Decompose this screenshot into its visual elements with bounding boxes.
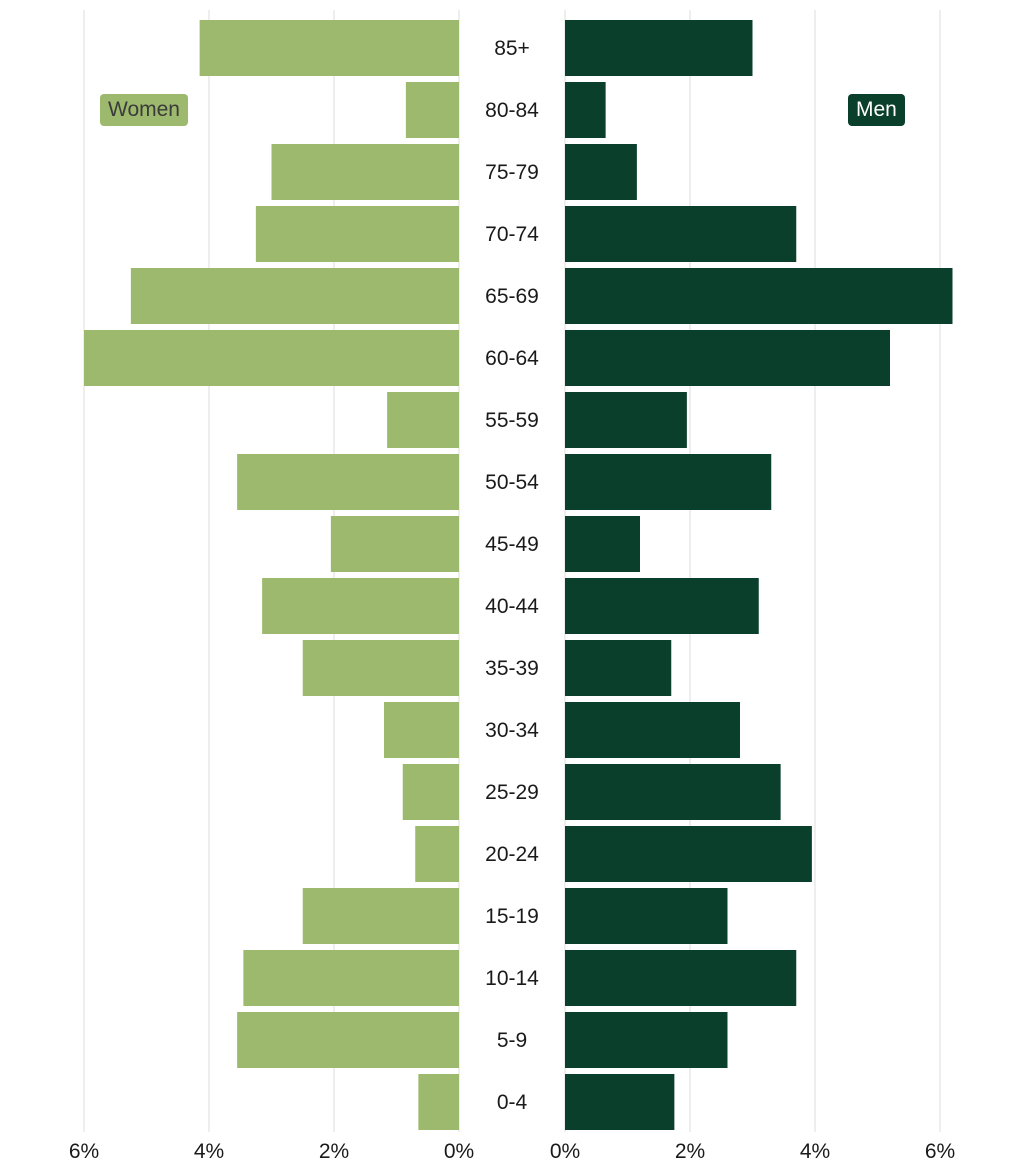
bar-men-45-49 — [565, 516, 640, 572]
x-tick-label-left: 0% — [444, 1140, 474, 1163]
category-label: 0-4 — [497, 1091, 528, 1114]
bar-women-40-44 — [262, 578, 459, 634]
category-label: 30-34 — [485, 719, 539, 742]
bar-women-70-74 — [255, 206, 459, 262]
bar-men-30-34 — [565, 702, 740, 758]
bar-women-80-84 — [405, 82, 459, 138]
bar-men-15-19 — [565, 888, 728, 944]
bar-women-85+ — [199, 20, 459, 76]
bar-women-20-24 — [415, 826, 459, 882]
category-label: 5-9 — [497, 1029, 527, 1052]
bar-men-10-14 — [565, 950, 797, 1006]
bar-women-50-54 — [237, 454, 459, 510]
legend-women: Women — [100, 94, 188, 126]
category-label: 20-24 — [485, 843, 539, 866]
category-label: 70-74 — [485, 223, 539, 246]
bar-women-35-39 — [302, 640, 459, 696]
bar-men-25-29 — [565, 764, 781, 820]
x-tick-label-left: 2% — [319, 1140, 349, 1163]
bar-women-55-59 — [387, 392, 459, 448]
x-tick-label-left: 4% — [194, 1140, 224, 1163]
bar-women-45-49 — [330, 516, 459, 572]
bar-men-20-24 — [565, 826, 812, 882]
bar-women-75-79 — [271, 144, 459, 200]
bar-men-80-84 — [565, 82, 606, 138]
bar-women-65-69 — [130, 268, 459, 324]
category-label: 15-19 — [485, 905, 539, 928]
x-tick-label-right: 6% — [925, 1140, 955, 1163]
x-tick-label-left: 6% — [69, 1140, 99, 1163]
bar-women-30-34 — [384, 702, 459, 758]
bar-men-35-39 — [565, 640, 672, 696]
category-label: 45-49 — [485, 533, 539, 556]
bar-men-70-74 — [565, 206, 797, 262]
bar-men-60-64 — [565, 330, 890, 386]
bar-women-0-4 — [418, 1074, 459, 1130]
category-label: 10-14 — [485, 967, 539, 990]
x-tick-label-right: 0% — [550, 1140, 580, 1163]
category-label: 40-44 — [485, 595, 539, 618]
category-label: 50-54 — [485, 471, 539, 494]
category-label: 65-69 — [485, 285, 539, 308]
category-label: 60-64 — [485, 347, 539, 370]
bar-women-60-64 — [84, 330, 459, 386]
bar-women-10-14 — [243, 950, 459, 1006]
x-tick-label-right: 4% — [800, 1140, 830, 1163]
category-label: 35-39 — [485, 657, 539, 680]
bar-men-40-44 — [565, 578, 759, 634]
bar-men-75-79 — [565, 144, 637, 200]
bar-men-65-69 — [565, 268, 953, 324]
bar-men-5-9 — [565, 1012, 728, 1068]
category-label: 80-84 — [485, 99, 539, 122]
category-label: 55-59 — [485, 409, 539, 432]
category-label: 85+ — [494, 37, 530, 60]
bar-women-25-29 — [402, 764, 459, 820]
legend-men: Men — [848, 94, 905, 126]
category-label: 25-29 — [485, 781, 539, 804]
bar-women-15-19 — [302, 888, 459, 944]
bar-men-50-54 — [565, 454, 772, 510]
bar-men-55-59 — [565, 392, 687, 448]
x-tick-label-right: 2% — [675, 1140, 705, 1163]
bar-women-5-9 — [237, 1012, 459, 1068]
category-label: 75-79 — [485, 161, 539, 184]
bar-men-0-4 — [565, 1074, 675, 1130]
bar-men-85+ — [565, 20, 753, 76]
